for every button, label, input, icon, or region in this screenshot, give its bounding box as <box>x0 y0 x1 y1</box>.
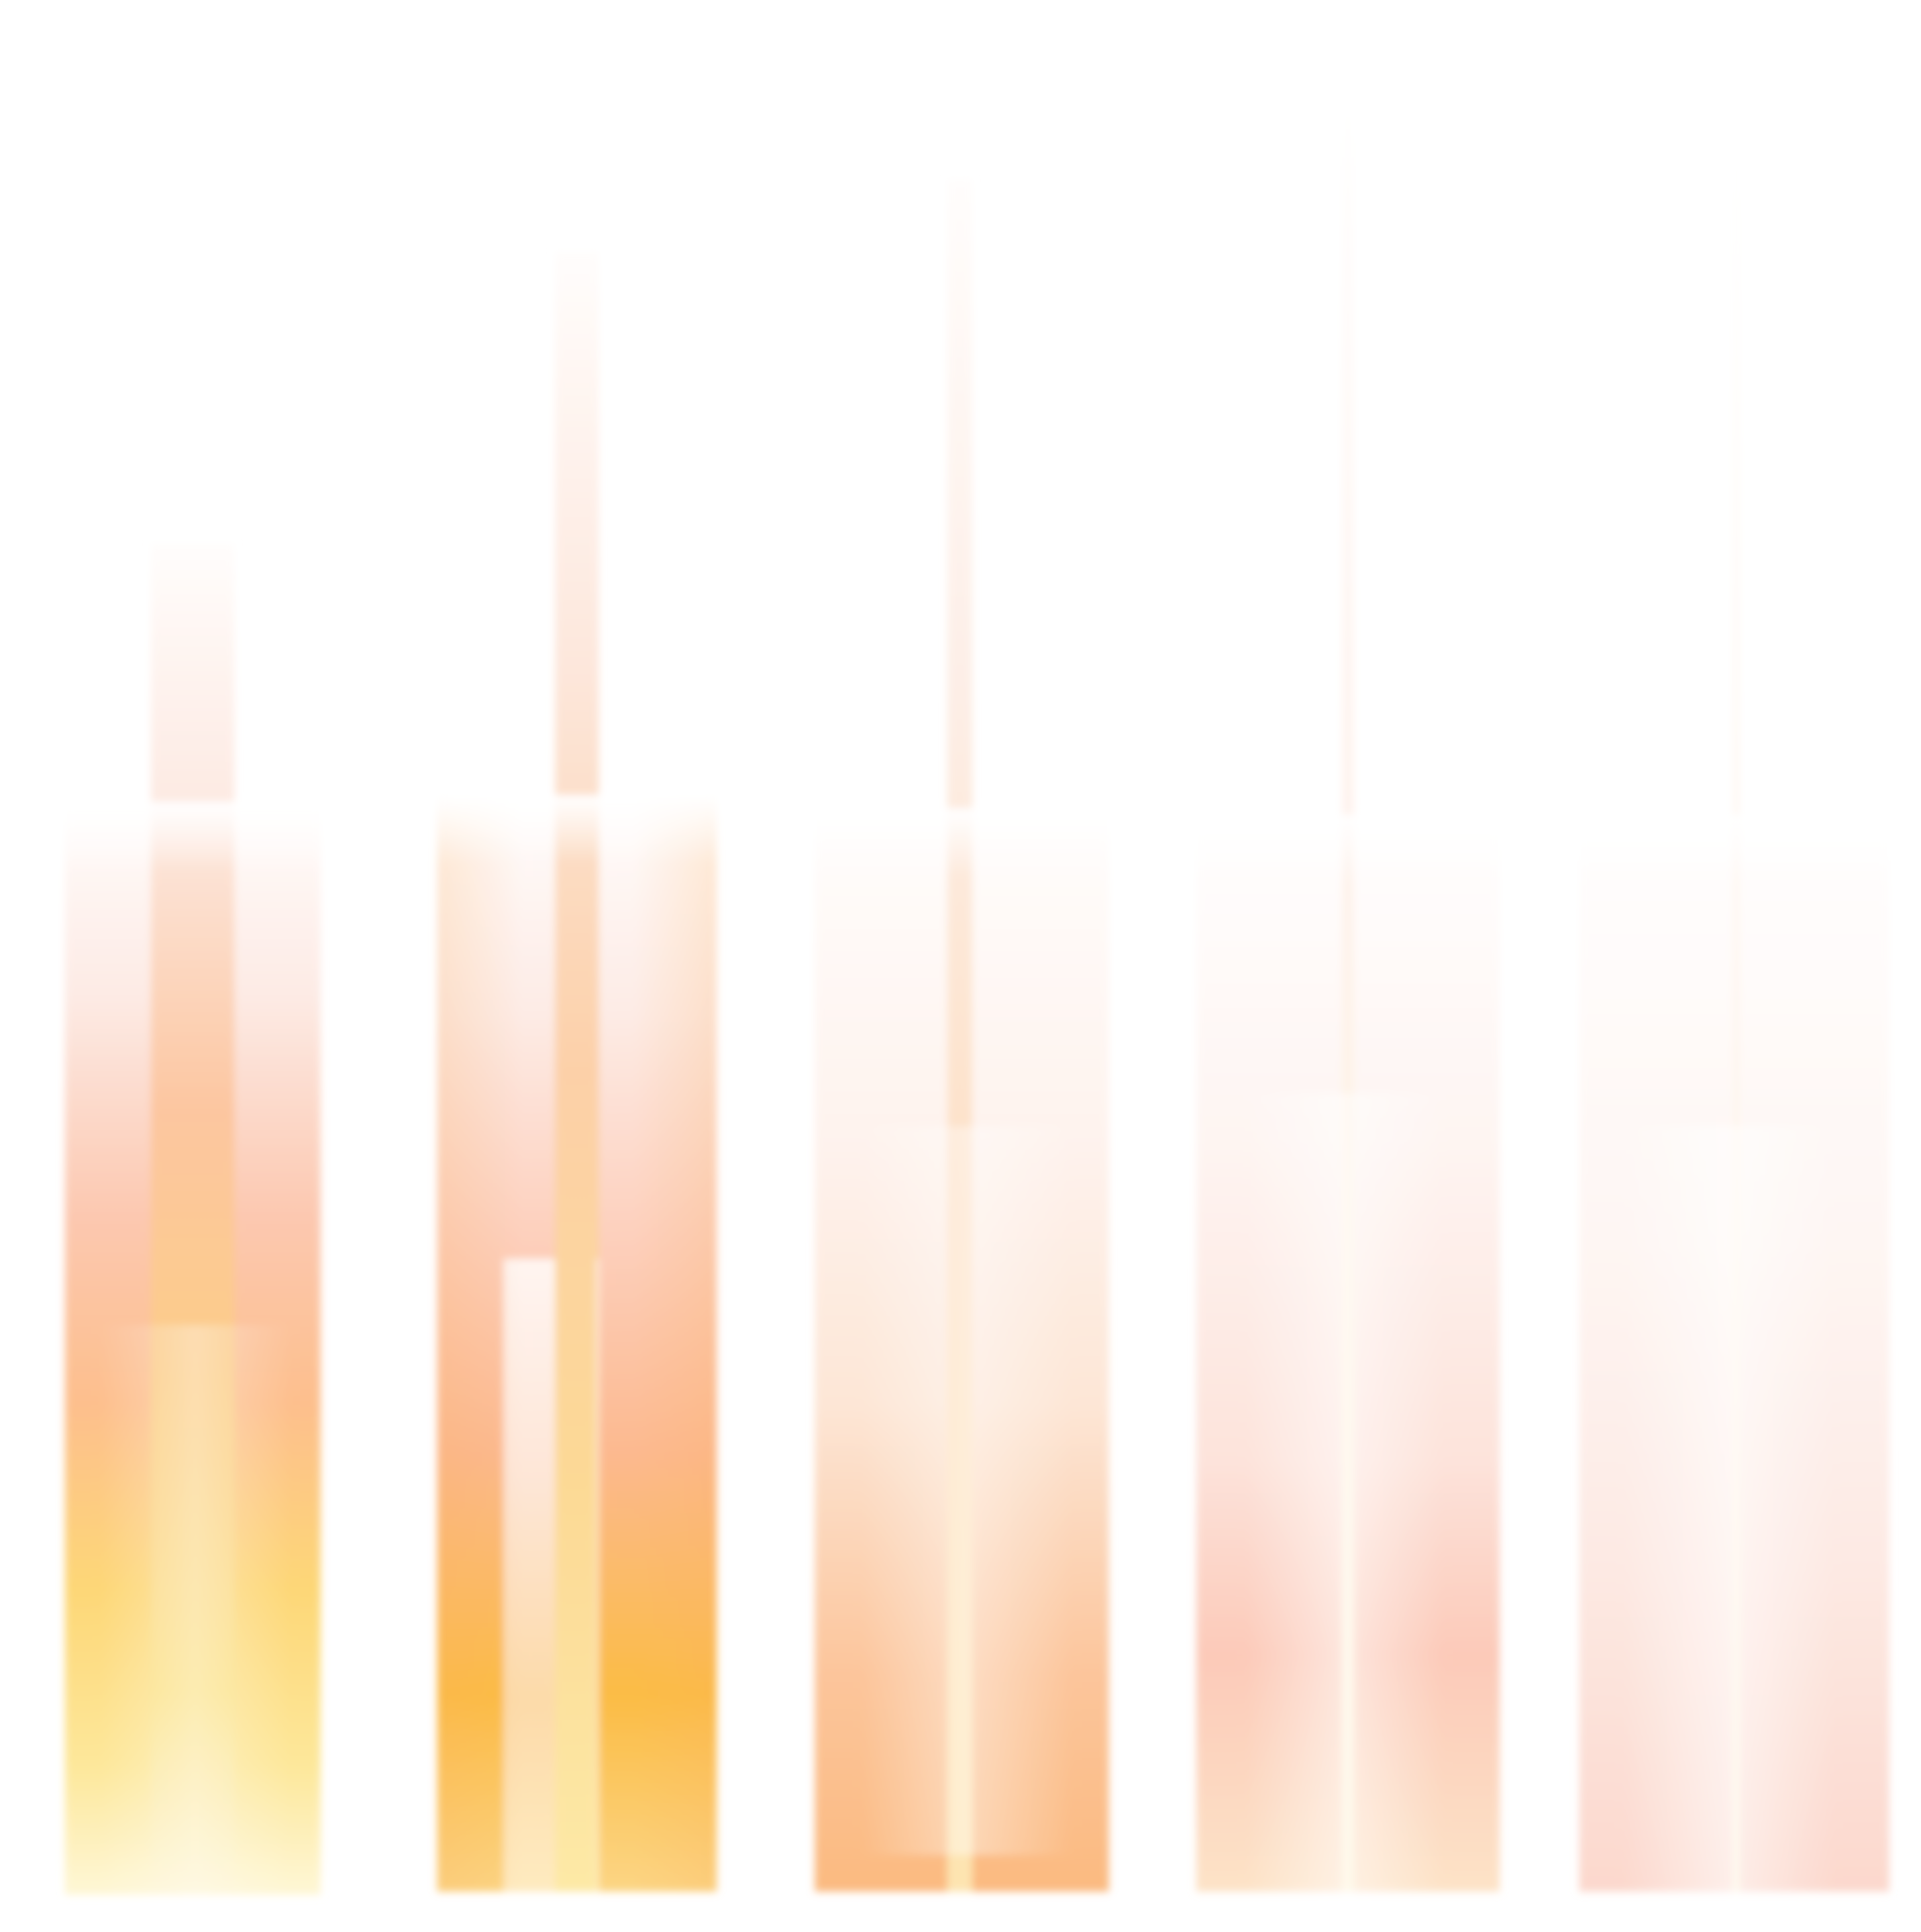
bar-group-3 <box>815 179 1109 1892</box>
bar-group-2 <box>437 252 717 1892</box>
bar-group-5 <box>1579 126 1889 1892</box>
bar-group-1 <box>65 543 321 1895</box>
bar-group-4 <box>1196 86 1500 1892</box>
